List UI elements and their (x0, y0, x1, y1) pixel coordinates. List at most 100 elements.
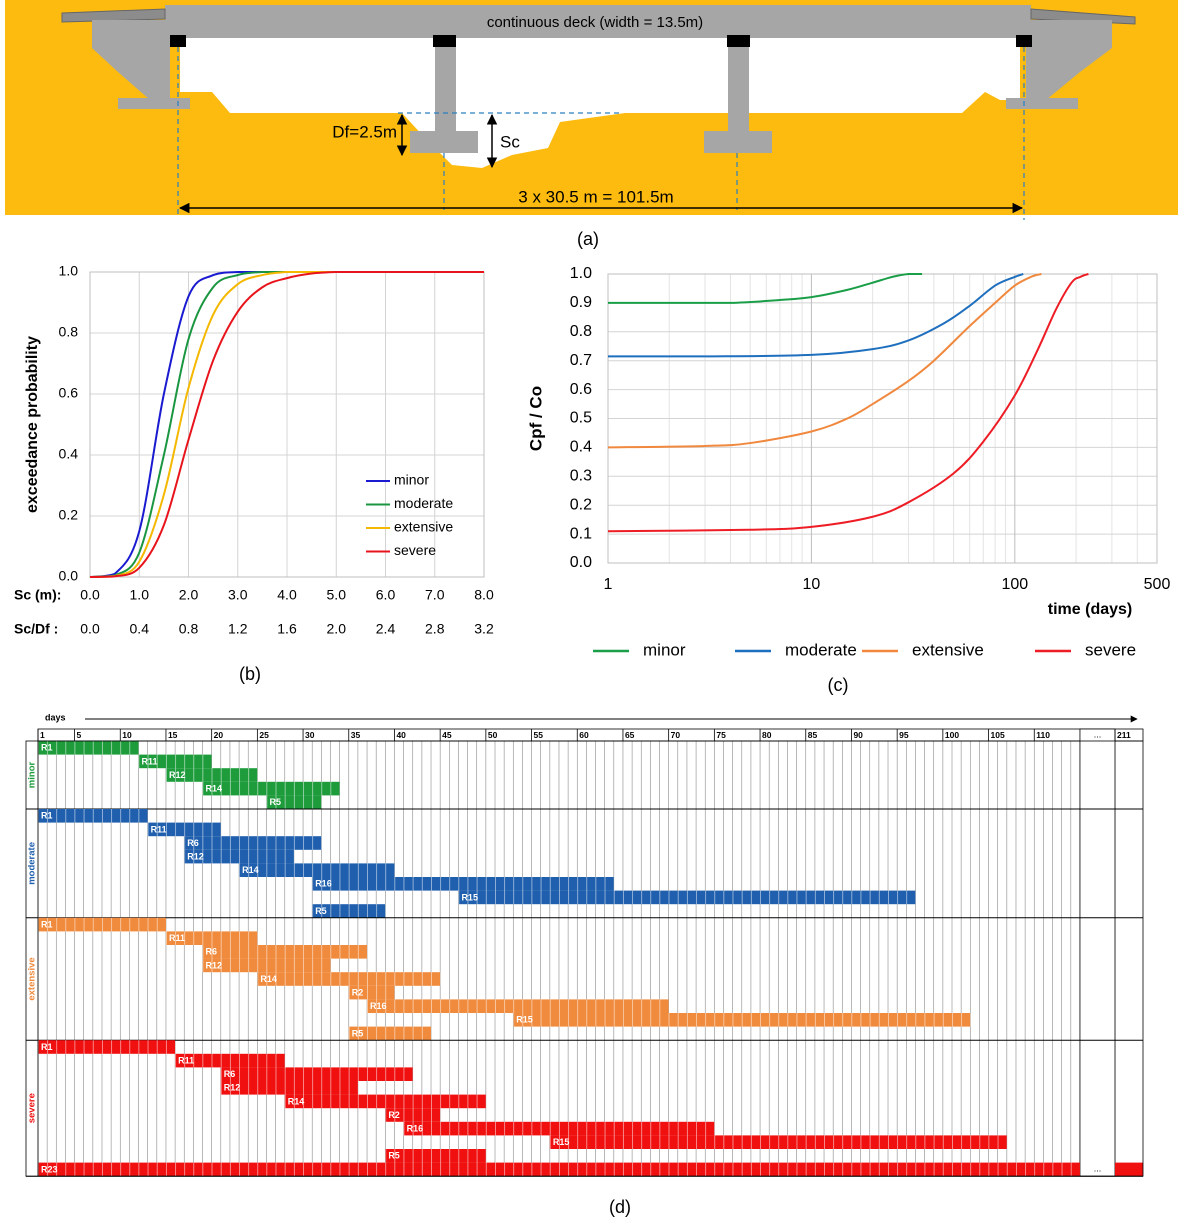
x-tick-label: 7.0 (425, 587, 445, 603)
x-tick-label: 85 (808, 730, 818, 740)
task-label: R11 (142, 756, 158, 766)
task-bar (38, 809, 148, 823)
x2-tick-label: 2.8 (425, 621, 445, 637)
x-tick-label: 60 (579, 730, 589, 740)
task-bar (404, 1122, 715, 1136)
abutment-footing (118, 98, 190, 109)
task-label: R15 (516, 1015, 533, 1025)
x-tick-label: 15 (168, 730, 178, 740)
pier (435, 47, 456, 131)
legend-label: minor (394, 472, 429, 488)
x-tick-label: 70 (671, 730, 681, 740)
legend-label: moderate (785, 640, 857, 659)
task-bar (239, 863, 394, 877)
x-tick-label: 1 (40, 730, 45, 740)
day-grid (38, 741, 1115, 1176)
task-bar (367, 999, 669, 1013)
bearing (727, 35, 750, 47)
x2-tick-label: 3.2 (474, 621, 494, 637)
task-bar (203, 945, 368, 959)
x-tick-label: 20 (214, 730, 224, 740)
group-label: moderate (27, 842, 38, 885)
x-tick-label: 10 (803, 576, 821, 593)
break-label: ... (1094, 729, 1102, 739)
x-tick-label: 55 (534, 730, 544, 740)
x-tick-label: 1.0 (130, 587, 150, 603)
task-label: R5 (388, 1151, 400, 1161)
figure: continuous deck (width = 13.5m) Df=2.5m … (0, 0, 1183, 1225)
y-tick-label: 0.6 (59, 385, 79, 401)
x-tick-label: 95 (899, 730, 909, 740)
task-bar (38, 1040, 175, 1054)
break-label: ... (1094, 1164, 1102, 1174)
task-label: R14 (206, 783, 223, 793)
y-axis-label: Cpf / Co (526, 386, 545, 451)
deck-label: continuous deck (width = 13.5m) (487, 14, 703, 31)
y-tick-label: 0.8 (570, 323, 592, 340)
task-label: R23 (41, 1164, 58, 1174)
task-label: R1 (41, 1042, 53, 1052)
task-bar (550, 1135, 1007, 1149)
task-bar (221, 1067, 413, 1081)
header-row (38, 729, 1143, 741)
y-tick-label: 0.4 (570, 439, 592, 456)
task-label: R16 (407, 1123, 424, 1133)
y-tick-label: 0.2 (59, 507, 79, 523)
caption: (d) (609, 1197, 631, 1217)
y-tick-label: 0.0 (570, 554, 592, 571)
x-tick-label: 80 (762, 730, 772, 740)
task-label: R12 (224, 1083, 241, 1093)
task-label: R6 (224, 1069, 236, 1079)
span-label: 3 x 30.5 m = 101.5m (518, 187, 673, 206)
x-tick-label: 75 (716, 730, 726, 740)
x-tick-label: 5 (77, 730, 82, 740)
task-bar-end (1115, 1163, 1143, 1177)
y-tick-label: 0.3 (570, 468, 592, 485)
caption: (b) (239, 664, 261, 684)
pier-footing (410, 131, 478, 153)
task-label: R12 (206, 960, 223, 970)
x-axis-label: time (days) (1048, 601, 1132, 618)
y-tick-label: 1.0 (59, 263, 79, 279)
y-tick-label: 0.4 (59, 446, 79, 462)
x-tick-label: 50 (488, 730, 498, 740)
legend-label: severe (394, 542, 436, 558)
caption: (c) (828, 675, 849, 695)
legend-label: moderate (394, 495, 453, 511)
legend-label: minor (643, 640, 686, 659)
x-tick-label: 45 (442, 730, 452, 740)
task-label: R11 (151, 824, 167, 834)
task-label: R14 (242, 865, 259, 875)
x2-tick-label: 2.0 (327, 621, 347, 637)
group-label: minor (27, 762, 38, 789)
x-tick-label: 5.0 (327, 587, 347, 603)
task-label: R5 (352, 1028, 364, 1038)
x-tick-label: 1 (604, 576, 613, 593)
x2-tick-label: 1.2 (228, 621, 248, 637)
x-tick-label: 500 (1144, 576, 1171, 593)
x-tick-label: 100 (1001, 576, 1028, 593)
series-line (608, 274, 1023, 356)
caption: (a) (577, 229, 599, 249)
task-bar (38, 1163, 1080, 1177)
task-bar (513, 1013, 970, 1027)
y-tick-label: 0.8 (59, 324, 79, 340)
y-axis-label: exceedance probability (24, 336, 41, 513)
x-axis-label: days (45, 712, 66, 722)
y-tick-label: 0.6 (570, 381, 592, 398)
task-label: R6 (206, 947, 218, 957)
x-tick-label: 30 (305, 730, 315, 740)
x-tick-label: 2.0 (179, 587, 199, 603)
series-line (608, 274, 922, 303)
task-bar (38, 741, 139, 755)
task-bar (312, 877, 614, 891)
abutment-footing (1006, 98, 1078, 109)
task-label: R15 (461, 892, 478, 902)
x-axis-label: Sc (m): (14, 587, 61, 603)
y-tick-label: 0.0 (59, 568, 79, 584)
task-label: R16 (370, 1001, 387, 1011)
task-label: R1 (41, 811, 53, 821)
task-label: R2 (352, 987, 364, 997)
task-bar (203, 782, 340, 796)
task-label: R15 (553, 1137, 570, 1147)
